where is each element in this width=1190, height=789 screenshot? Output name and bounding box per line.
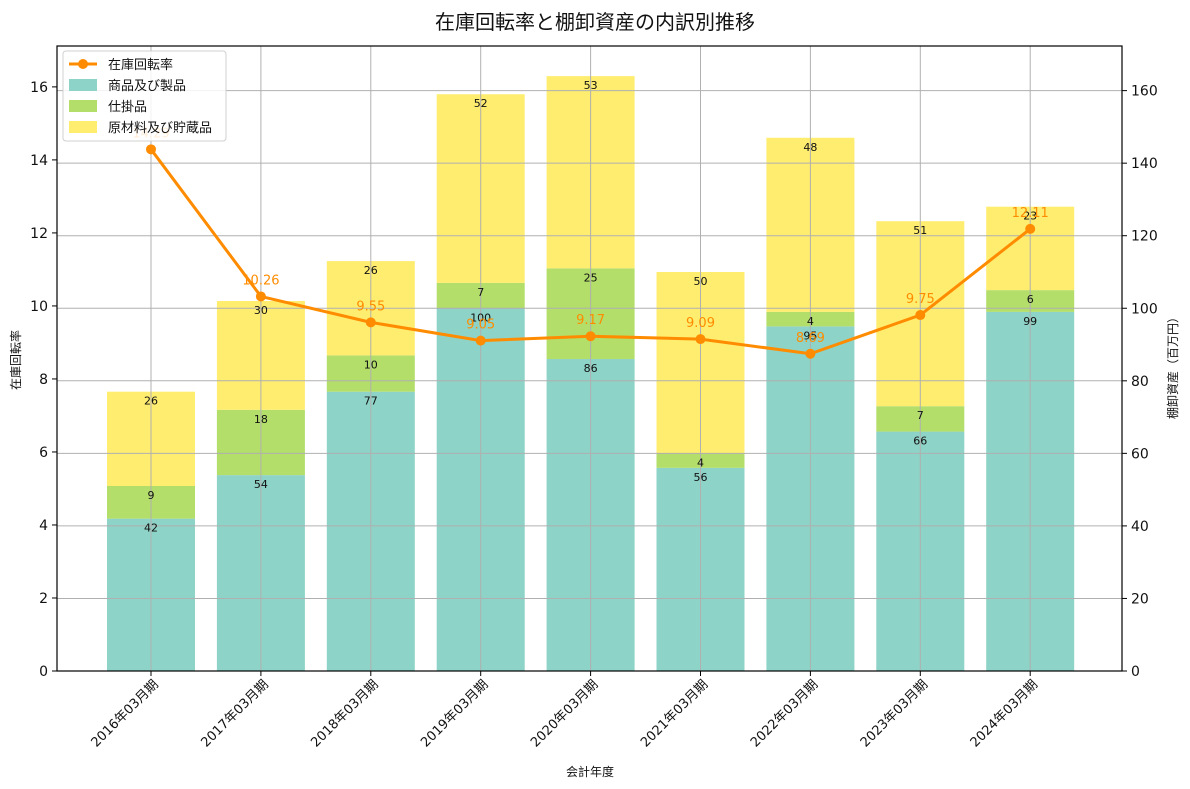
x-tick-label: 2020年03月期 (528, 677, 601, 750)
turnover-marker (1025, 223, 1036, 234)
turnover-marker (805, 348, 816, 359)
turnover-marker (365, 317, 376, 328)
x-tick-label: 2018年03月期 (308, 677, 381, 750)
bar-value-label: 6 (1027, 293, 1034, 306)
x-tick-label: 2017年03月期 (198, 677, 271, 750)
y-tick-label-left: 6 (39, 445, 48, 461)
bar-value-label: 52 (474, 97, 488, 110)
bar-value-label: 7 (917, 409, 924, 422)
y-tick-label-left: 0 (39, 664, 48, 680)
y-tick-label-right: 120 (1131, 229, 1158, 245)
legend-label: 商品及び製品 (108, 79, 186, 94)
bar-value-label: 7 (477, 286, 484, 299)
legend-label: 原材料及び貯蔵品 (108, 121, 212, 136)
bar-value-label: 10 (364, 358, 378, 371)
turnover-marker (585, 331, 596, 342)
legend-label: 在庫回転率 (108, 57, 173, 73)
turnover-marker (695, 334, 706, 345)
y-tick-label-left: 8 (39, 372, 48, 388)
bar-value-label: 56 (694, 471, 708, 484)
bar-value-label: 48 (803, 141, 817, 154)
bar-value-label: 9 (148, 489, 155, 502)
turnover-value-label: 12.11 (1012, 206, 1049, 221)
y-tick-label-right: 20 (1131, 591, 1149, 607)
turnover-value-label: 9.17 (576, 313, 605, 328)
x-tick-label: 2022年03月期 (748, 677, 821, 750)
y-tick-label-left: 14 (30, 153, 48, 169)
chart-title: 在庫回転率と棚卸資産の内訳別推移 (435, 10, 755, 34)
y-tick-label-right: 100 (1131, 301, 1158, 317)
y-axis-label-right: 棚卸資産（百万円） (1165, 311, 1180, 419)
bar-value-label: 30 (254, 304, 268, 317)
bar-value-label: 51 (913, 224, 927, 237)
bar-value-label: 53 (584, 79, 598, 92)
turnover-value-label: 10.26 (242, 273, 279, 288)
y-tick-label-left: 2 (39, 591, 48, 607)
bar-value-label: 26 (364, 264, 378, 277)
bar-value-label: 86 (584, 362, 598, 375)
bar-value-label: 23 (1023, 210, 1037, 223)
y-tick-label-right: 60 (1131, 446, 1149, 462)
y-tick-label-right: 160 (1131, 84, 1158, 100)
y-axis-label-left: 在庫回転率 (8, 330, 23, 390)
x-tick-label: 2024年03月期 (968, 677, 1041, 750)
legend-swatch-icon (69, 79, 97, 91)
turnover-marker (146, 144, 156, 155)
bar-value-label: 26 (144, 395, 158, 408)
legend-label: 仕掛品 (108, 100, 147, 115)
bar-value-label: 4 (807, 315, 814, 328)
x-tick-label: 2019年03月期 (418, 677, 491, 750)
y-tick-label-left: 16 (30, 80, 48, 96)
bar-value-label: 18 (254, 413, 268, 426)
bar-value-label: 77 (364, 395, 378, 408)
x-tick-label: 2021年03月期 (638, 677, 711, 750)
legend-swatch-icon (69, 100, 97, 112)
legend (62, 50, 227, 142)
turnover-value-label: 9.05 (466, 318, 495, 333)
bar-value-label: 42 (144, 522, 158, 535)
bar-value-label: 66 (913, 435, 927, 448)
y-tick-label-right: 0 (1131, 664, 1140, 680)
y-tick-label-left: 12 (30, 226, 48, 242)
plot-frame (56, 45, 1123, 672)
turnover-marker (915, 310, 926, 321)
turnover-value-label: 9.75 (906, 292, 935, 307)
turnover-value-label: 8.69 (796, 331, 825, 346)
legend-swatch-icon (69, 121, 97, 133)
y-tick-label-right: 40 (1131, 519, 1149, 535)
y-tick-label-right: 80 (1131, 374, 1149, 390)
bar-value-label: 4 (697, 456, 704, 469)
y-tick-label-right: 140 (1131, 156, 1158, 172)
turnover-value-label: 9.09 (686, 316, 715, 331)
turnover-marker (255, 291, 266, 302)
x-tick-label: 2023年03月期 (858, 677, 931, 750)
turnover-value-label: 9.55 (356, 299, 385, 314)
x-axis-label: 会計年度 (566, 764, 614, 779)
bar-value-label: 50 (694, 275, 708, 288)
bar-value-label: 99 (1023, 315, 1037, 328)
y-tick-label-left: 4 (39, 518, 48, 534)
y-tick-label-left: 10 (30, 299, 48, 315)
bar-value-label: 100 (470, 311, 491, 324)
bar-value-label: 54 (254, 478, 268, 491)
legend-marker-icon (78, 59, 88, 69)
bar-value-label: 95 (803, 329, 817, 342)
x-tick-label: 2016年03月期 (89, 677, 162, 750)
turnover-marker (475, 335, 486, 346)
bar-value-label: 25 (584, 271, 598, 284)
